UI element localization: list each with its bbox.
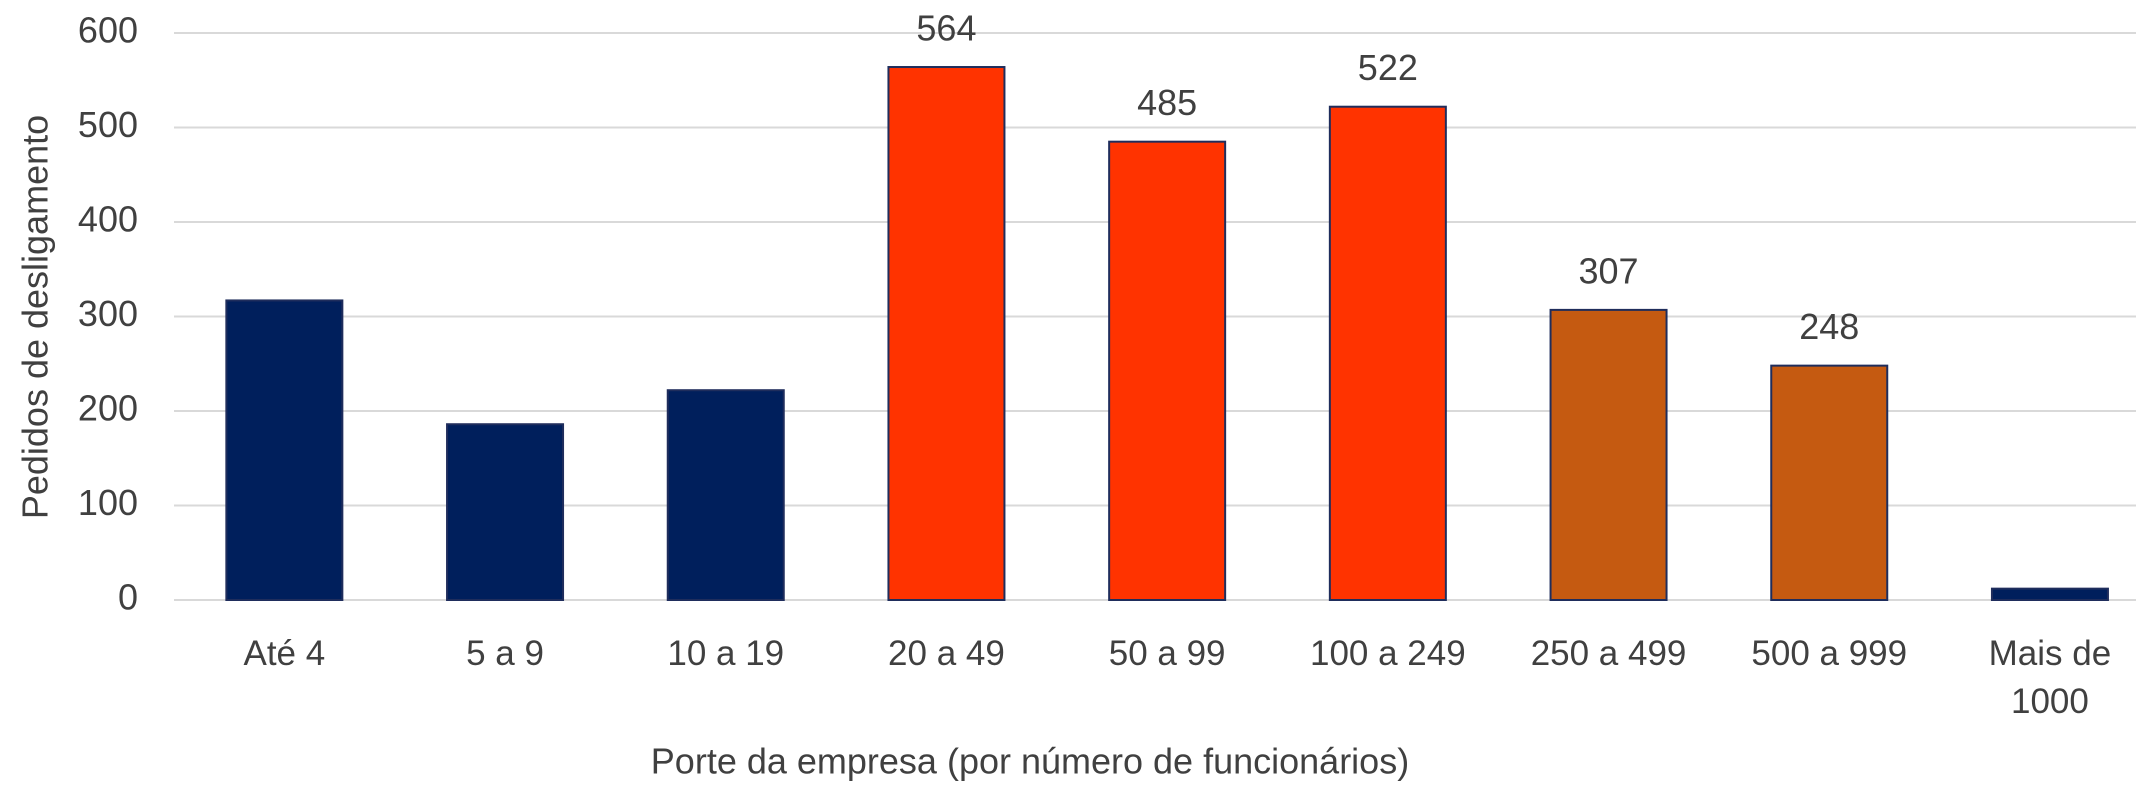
bar bbox=[666, 389, 785, 601]
x-tick-label: 500 a 999 bbox=[1751, 634, 1908, 673]
bar bbox=[446, 423, 565, 602]
y-tick-label: 0 bbox=[118, 577, 138, 618]
x-tick-label: Até 4 bbox=[243, 634, 326, 673]
value-label: 485 bbox=[1137, 82, 1197, 123]
y-tick-label: 600 bbox=[78, 10, 138, 51]
x-tick-label: 100 a 249 bbox=[1309, 634, 1466, 673]
bar bbox=[1108, 140, 1227, 602]
bar bbox=[1990, 587, 2109, 601]
y-tick-label: 100 bbox=[78, 482, 138, 523]
x-tick-label: 5 a 9 bbox=[466, 634, 544, 673]
bar bbox=[887, 66, 1006, 601]
bar bbox=[1328, 105, 1447, 602]
y-tick-label: 400 bbox=[78, 199, 138, 240]
value-label: 248 bbox=[1799, 306, 1859, 347]
value-label: 307 bbox=[1579, 250, 1639, 291]
x-tick-label: 250 a 499 bbox=[1530, 634, 1687, 673]
x-axis-title: Porte da empresa (por número de funcioná… bbox=[651, 741, 1409, 782]
y-tick-label: 300 bbox=[78, 293, 138, 334]
bar bbox=[1770, 364, 1889, 602]
y-tick-label: 200 bbox=[78, 388, 138, 429]
y-tick-label: 500 bbox=[78, 104, 138, 145]
y-axis-title: Pedidos de desligamento bbox=[15, 115, 56, 519]
value-label: 564 bbox=[916, 8, 976, 49]
value-label: 522 bbox=[1358, 47, 1418, 88]
bar bbox=[225, 299, 344, 601]
bar bbox=[1549, 308, 1668, 601]
x-tick-label: 10 a 19 bbox=[667, 634, 785, 673]
x-tick-label: 20 a 49 bbox=[888, 634, 1005, 673]
x-tick-label: 50 a 99 bbox=[1108, 634, 1226, 673]
x-tick-label: Mais de 1000 bbox=[1988, 634, 2112, 721]
